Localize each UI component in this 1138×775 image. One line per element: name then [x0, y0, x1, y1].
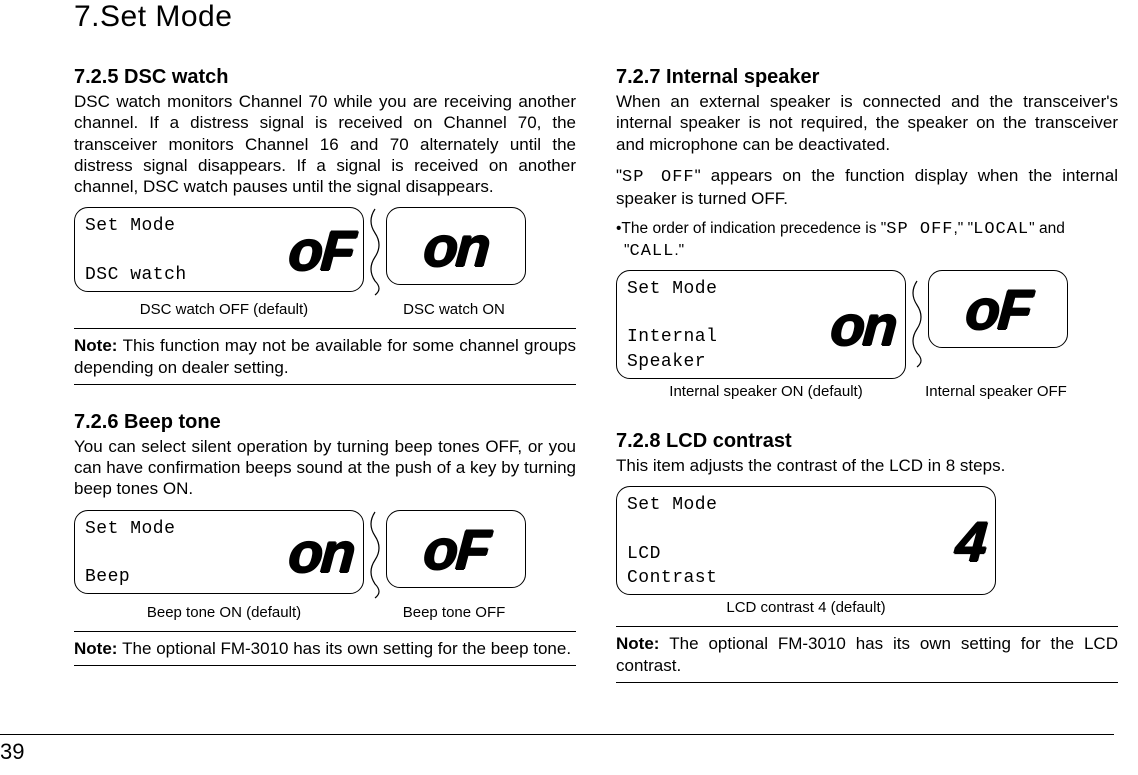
- section-728-title: 7.2.8 LCD contrast: [616, 430, 1118, 453]
- speaker-cap-off: Internal speaker OFF: [916, 383, 1076, 400]
- beep-display-row: Set Mode Beep on oF: [74, 510, 576, 600]
- contrast-seg: 4: [954, 518, 986, 566]
- wavy-connector: [364, 510, 386, 600]
- section-726-title: 7.2.6 Beep tone: [74, 411, 576, 434]
- right-column: 7.2.7 Internal speaker When an external …: [616, 66, 1118, 689]
- speaker-captions: Internal speaker ON (default) Internal s…: [616, 383, 1118, 400]
- dsc-display-row: Set Mode DSC watch oF on: [74, 207, 576, 297]
- dsc-lcd-text: Set Mode DSC watch: [85, 214, 187, 287]
- dsc-note: Note: This function may not be available…: [74, 335, 576, 378]
- dsc-cap-on: DSC watch ON: [374, 301, 534, 318]
- beep-seg-main: on: [287, 529, 355, 577]
- speaker-cap-on: Internal speaker ON (default): [616, 383, 916, 400]
- dsc-cap-off: DSC watch OFF (default): [74, 301, 374, 318]
- beep-cap-on: Beep tone ON (default): [74, 604, 374, 621]
- speaker-display-row: Set Mode Internal Speaker on oF: [616, 270, 1118, 379]
- beep-cap-off: Beep tone OFF: [374, 604, 534, 621]
- dsc-captions: DSC watch OFF (default) DSC watch ON: [74, 301, 576, 318]
- speaker-seg-main: on: [829, 302, 897, 350]
- speaker-lcd-main: Set Mode Internal Speaker on: [616, 270, 906, 379]
- page-footer-rule: [0, 734, 1114, 735]
- beep-lcd-text: Set Mode Beep: [85, 517, 175, 590]
- dsc-lcd-side: on: [386, 207, 526, 285]
- wavy-connector: [906, 270, 928, 379]
- contrast-note: Note: The optional FM-3010 has its own s…: [616, 633, 1118, 676]
- beep-lcd-main: Set Mode Beep on: [74, 510, 364, 595]
- section-727-title: 7.2.7 Internal speaker: [616, 66, 1118, 89]
- dsc-lcd-main: Set Mode DSC watch oF: [74, 207, 364, 292]
- speaker-lcd-side: oF: [928, 270, 1068, 348]
- chapter-title: 7.Set Mode: [74, 0, 1118, 34]
- page-number: 39: [0, 739, 24, 765]
- content-columns: 7.2.5 DSC watch DSC watch monitors Chann…: [74, 66, 1118, 689]
- dsc-seg-main: oF: [287, 227, 355, 275]
- section-727-bullet: •The order of indication precedence is "…: [616, 219, 1118, 262]
- dsc-seg-side: on: [422, 223, 490, 271]
- speaker-lcd-text: Set Mode Internal Speaker: [627, 277, 717, 374]
- contrast-captions: LCD contrast 4 (default): [616, 599, 1118, 616]
- section-725-title: 7.2.5 DSC watch: [74, 66, 576, 89]
- section-725-body: DSC watch monitors Channel 70 while you …: [74, 91, 576, 197]
- contrast-lcd: Set Mode LCD Contrast 4: [616, 486, 996, 595]
- section-726-body: You can select silent operation by turni…: [74, 436, 576, 500]
- section-727-body2: "SP OFF" appears on the function display…: [616, 165, 1118, 210]
- beep-seg-side: oF: [422, 526, 490, 574]
- left-column: 7.2.5 DSC watch DSC watch monitors Chann…: [74, 66, 576, 689]
- beep-note: Note: The optional FM-3010 has its own s…: [74, 638, 576, 659]
- contrast-cap: LCD contrast 4 (default): [616, 599, 996, 616]
- speaker-seg-side: oF: [964, 286, 1032, 334]
- contrast-display-row: Set Mode LCD Contrast 4: [616, 486, 1118, 595]
- beep-lcd-side: oF: [386, 510, 526, 588]
- section-727-body1: When an external speaker is connected an…: [616, 91, 1118, 155]
- beep-captions: Beep tone ON (default) Beep tone OFF: [74, 604, 576, 621]
- section-728-body: This item adjusts the contrast of the LC…: [616, 455, 1118, 476]
- contrast-lcd-text: Set Mode LCD Contrast: [627, 493, 717, 590]
- wavy-connector: [364, 207, 386, 297]
